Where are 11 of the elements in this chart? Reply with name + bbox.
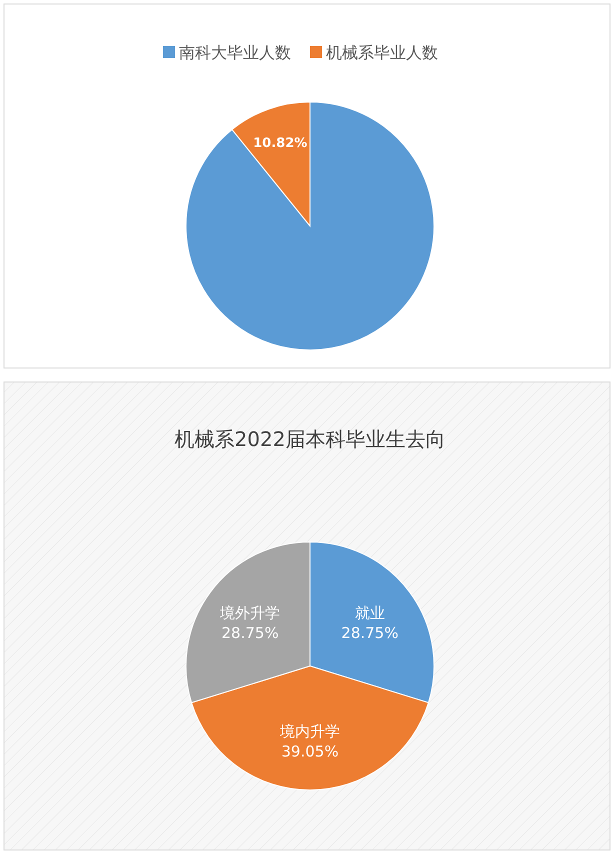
data-label: 10.82% <box>253 136 308 151</box>
slice-label: 就业 <box>354 604 385 622</box>
pie-slice <box>186 102 434 350</box>
legend-label: 机械系毕业人数 <box>326 43 438 62</box>
legend-label: 南科大毕业人数 <box>179 43 291 62</box>
slice-label: 境外升学 <box>219 604 280 622</box>
data-label: 39.05% <box>281 742 339 760</box>
slice-label: 境内升学 <box>279 722 340 740</box>
chart-title: 机械系2022届本科毕业生去向 <box>174 427 446 451</box>
data-label: 28.75% <box>341 624 398 642</box>
data-label: 28.75% <box>222 624 279 642</box>
